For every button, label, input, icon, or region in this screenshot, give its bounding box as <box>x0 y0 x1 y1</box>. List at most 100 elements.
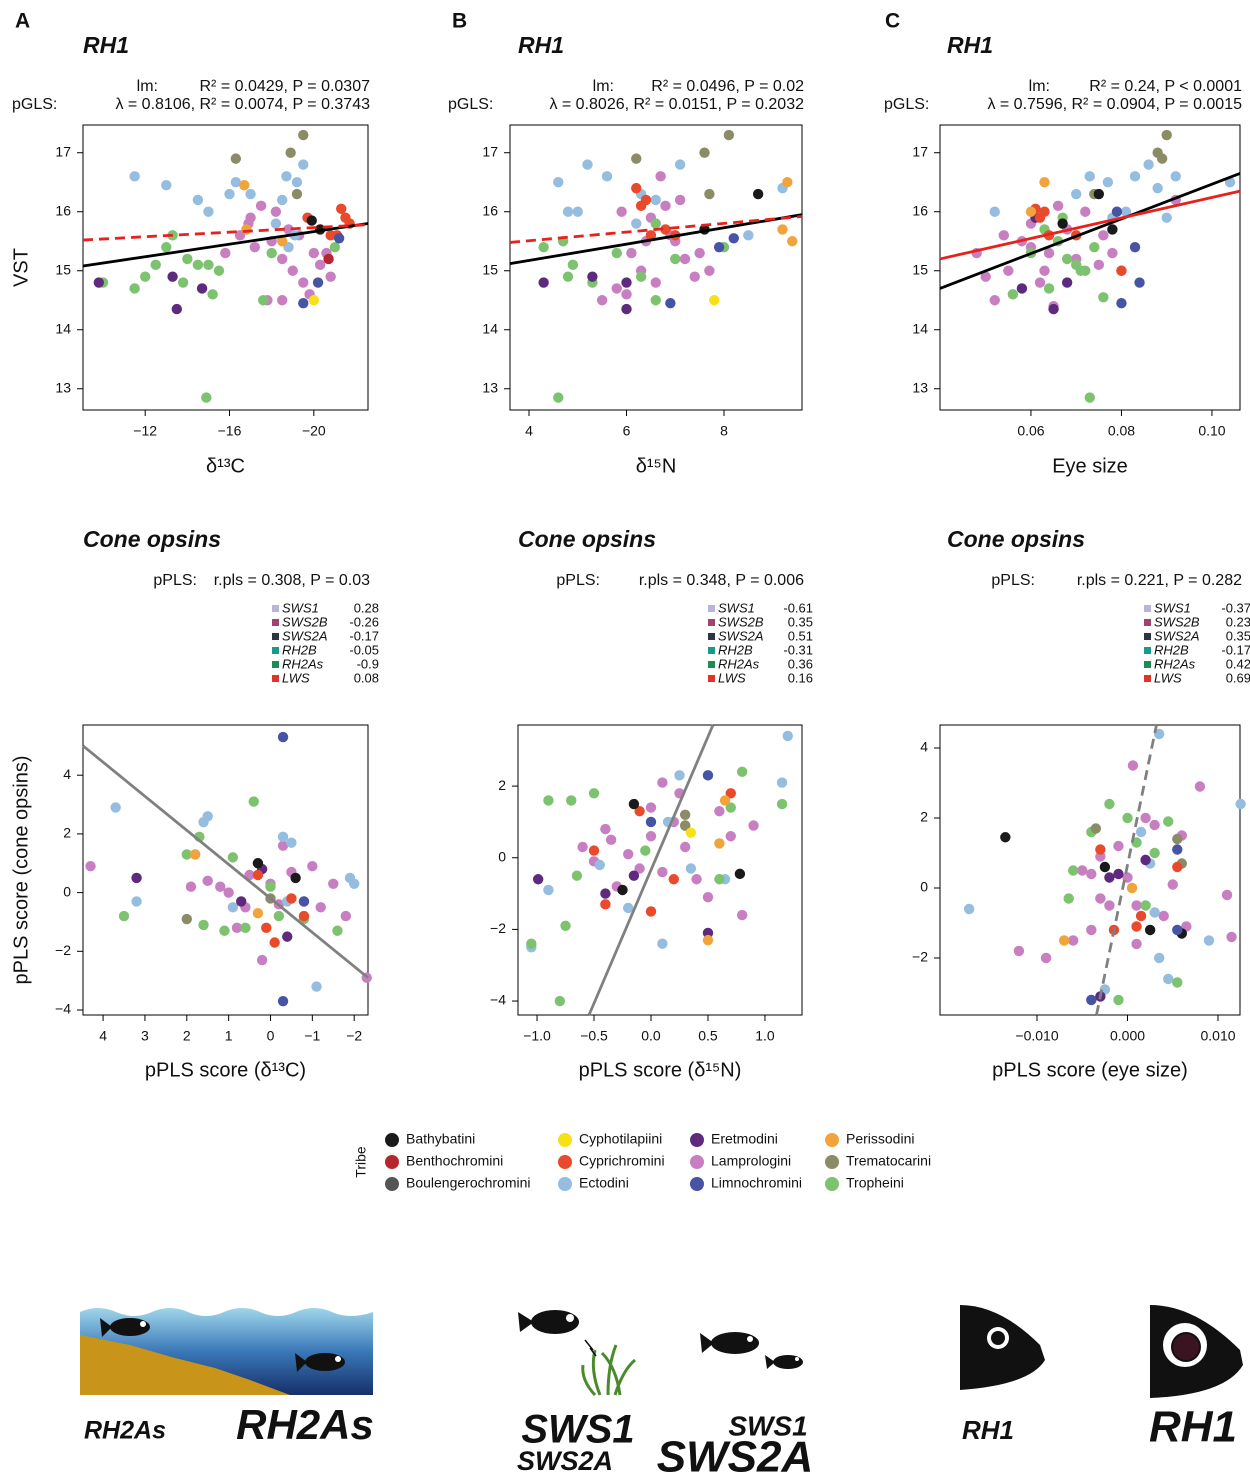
legend-label: Bathybatini <box>406 1131 475 1147</box>
point <box>702 770 714 781</box>
point <box>1235 798 1246 810</box>
point <box>1116 265 1127 276</box>
y-tick-label: 0 <box>498 848 506 864</box>
point <box>1104 872 1115 883</box>
loading-swatch <box>1144 647 1151 654</box>
stat-text: R² = 0.0496, P = 0.02 <box>651 78 804 95</box>
point <box>1102 177 1114 188</box>
loading-gene: RH2B <box>718 642 753 657</box>
point <box>605 834 617 846</box>
point <box>181 849 192 860</box>
loading-value: 0.51 <box>788 628 813 643</box>
point <box>1135 826 1147 838</box>
stat-label: pPLS: <box>556 572 600 589</box>
point <box>1194 781 1206 792</box>
point <box>1149 907 1160 918</box>
point <box>543 795 554 806</box>
point <box>734 868 746 880</box>
point <box>787 236 798 247</box>
loading-swatch <box>708 661 715 668</box>
y-tick-label: 13 <box>482 379 498 395</box>
point <box>571 870 583 881</box>
point <box>332 925 343 936</box>
point <box>1013 945 1025 957</box>
loading-swatch <box>708 619 715 626</box>
point <box>239 179 250 191</box>
loading-gene: RH2B <box>282 642 317 657</box>
point <box>167 271 178 282</box>
point <box>1127 760 1139 771</box>
x-tick-label: 1 <box>225 1028 233 1044</box>
loading-swatch <box>272 647 279 654</box>
illustration-label: SWS2A <box>517 1446 613 1475</box>
plot-frame <box>517 724 803 1016</box>
point <box>543 884 554 896</box>
point <box>1143 159 1154 170</box>
loading-swatch <box>708 605 715 612</box>
point <box>699 147 710 158</box>
point <box>562 206 574 217</box>
point <box>202 875 213 887</box>
point <box>640 845 651 856</box>
loading-value: 0.28 <box>354 600 379 615</box>
x-axis-label: pPLS score (δ¹⁵N) <box>579 1059 742 1081</box>
loading-swatch <box>272 619 279 626</box>
point <box>1084 392 1095 403</box>
loading-swatch <box>1144 605 1151 612</box>
chart-title: Cone opsins <box>83 526 221 552</box>
legend-label: Boulengerochromini <box>406 1175 531 1191</box>
stat-text: λ = 0.8026, R² = 0.0151, P = 0.2032 <box>549 96 804 113</box>
point <box>269 937 280 948</box>
point <box>725 831 736 842</box>
point <box>660 224 671 235</box>
point <box>1057 218 1068 229</box>
stat-text: λ = 0.7596, R² = 0.0904, P = 0.0015 <box>987 96 1242 113</box>
point <box>150 259 161 271</box>
point <box>308 247 320 259</box>
legend-swatch <box>690 1133 704 1147</box>
y-axis-label: pPLS score (cone opsins) <box>10 755 32 984</box>
point <box>1084 171 1095 182</box>
y-tick-label: 16 <box>55 202 71 218</box>
legend-label: Tropheini <box>846 1175 904 1191</box>
stat-label: pGLS: <box>12 96 57 113</box>
point <box>1113 994 1124 1006</box>
x-tick-label: −16 <box>218 423 242 439</box>
point <box>1170 171 1181 182</box>
point <box>714 805 725 817</box>
point <box>600 899 611 910</box>
point <box>665 297 676 309</box>
loading-value: -0.05 <box>349 642 379 657</box>
point <box>219 925 230 936</box>
loading-swatch <box>1144 619 1151 626</box>
y-tick-label: 16 <box>482 202 498 218</box>
point <box>291 177 303 188</box>
point <box>333 233 345 244</box>
point <box>1061 253 1073 265</box>
illustration-label: SWS2A <box>657 1433 813 1475</box>
fit-line <box>509 215 803 244</box>
panel-letter: B <box>452 10 467 33</box>
point <box>709 295 720 306</box>
loading-value: 0.08 <box>354 670 379 685</box>
point <box>1153 952 1165 964</box>
point <box>1172 833 1183 845</box>
point <box>635 271 647 282</box>
point <box>129 171 140 182</box>
loading-value: 0.35 <box>1226 628 1250 643</box>
point <box>1120 206 1132 217</box>
point <box>1025 206 1037 217</box>
y-tick-label: 0 <box>63 883 71 899</box>
loading-value: -0.9 <box>357 656 379 671</box>
point <box>277 831 289 843</box>
point <box>298 159 309 170</box>
y-tick-label: 14 <box>55 320 71 336</box>
legend-swatch <box>558 1155 572 1169</box>
point <box>1140 812 1151 824</box>
legend-label: Trematocarini <box>846 1153 931 1169</box>
point <box>1126 882 1138 894</box>
point <box>1003 265 1014 276</box>
stat-text: r.pls = 0.348, P = 0.006 <box>639 572 804 589</box>
point <box>668 874 679 885</box>
point <box>1140 854 1151 866</box>
